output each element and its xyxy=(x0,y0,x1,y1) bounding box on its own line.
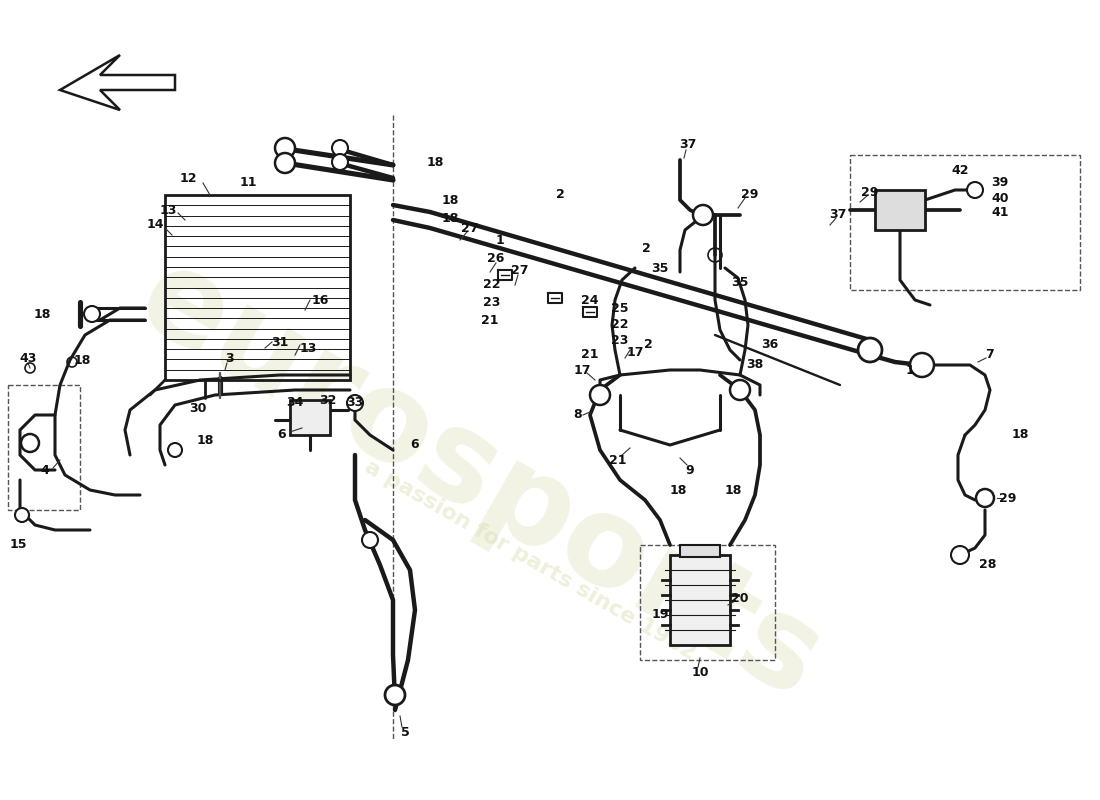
Polygon shape xyxy=(60,55,175,110)
Circle shape xyxy=(332,140,348,156)
Text: 15: 15 xyxy=(9,538,26,551)
Bar xyxy=(290,400,330,435)
Bar xyxy=(680,545,720,557)
Circle shape xyxy=(858,338,882,362)
Circle shape xyxy=(332,154,348,170)
Text: 36: 36 xyxy=(761,338,779,351)
Text: 2: 2 xyxy=(644,338,652,351)
Bar xyxy=(874,190,925,230)
Text: 37: 37 xyxy=(680,138,696,151)
Bar xyxy=(165,195,350,380)
Text: 30: 30 xyxy=(189,402,207,414)
Circle shape xyxy=(275,153,295,173)
Text: 18: 18 xyxy=(441,211,459,225)
Text: 10: 10 xyxy=(691,666,708,678)
Text: 13: 13 xyxy=(299,342,317,354)
Text: 22: 22 xyxy=(612,318,629,331)
Text: 34: 34 xyxy=(286,397,304,410)
Circle shape xyxy=(84,306,100,322)
Circle shape xyxy=(21,434,38,452)
Text: 26: 26 xyxy=(487,251,505,265)
Text: 17: 17 xyxy=(626,346,644,359)
Text: 29: 29 xyxy=(741,189,759,202)
Text: 2: 2 xyxy=(641,242,650,254)
Text: 23: 23 xyxy=(483,295,500,309)
Text: 16: 16 xyxy=(311,294,329,306)
Text: 25: 25 xyxy=(612,302,629,314)
Text: 31: 31 xyxy=(272,335,288,349)
Circle shape xyxy=(976,489,994,507)
Text: 42: 42 xyxy=(952,163,969,177)
Text: 21: 21 xyxy=(482,314,498,326)
Text: 32: 32 xyxy=(319,394,337,406)
Text: 18: 18 xyxy=(669,483,686,497)
Circle shape xyxy=(967,182,983,198)
Text: 5: 5 xyxy=(400,726,409,738)
Text: 6: 6 xyxy=(410,438,419,451)
Text: 18: 18 xyxy=(196,434,213,446)
Text: 8: 8 xyxy=(574,409,582,422)
Bar xyxy=(670,555,730,645)
Text: 17: 17 xyxy=(573,363,591,377)
Text: 18: 18 xyxy=(33,307,51,321)
Text: 35: 35 xyxy=(651,262,669,274)
Text: 29: 29 xyxy=(861,186,879,198)
Text: 9: 9 xyxy=(685,463,694,477)
Text: 35: 35 xyxy=(732,275,749,289)
Text: 6: 6 xyxy=(277,429,286,442)
Text: 18: 18 xyxy=(441,194,459,206)
Text: 11: 11 xyxy=(240,177,256,190)
Circle shape xyxy=(385,685,405,705)
Circle shape xyxy=(275,138,295,158)
Circle shape xyxy=(168,443,182,457)
Text: 29: 29 xyxy=(999,491,1016,505)
Text: 33: 33 xyxy=(346,397,364,410)
Text: 18: 18 xyxy=(74,354,90,366)
Text: 12: 12 xyxy=(179,171,197,185)
Text: 27: 27 xyxy=(461,222,478,234)
Text: 24: 24 xyxy=(581,294,598,306)
Text: 27: 27 xyxy=(512,263,529,277)
Text: 19: 19 xyxy=(651,609,669,622)
Text: 1: 1 xyxy=(905,363,914,377)
Text: a passion for parts since 1982: a passion for parts since 1982 xyxy=(361,457,698,663)
Text: 20: 20 xyxy=(732,591,749,605)
Circle shape xyxy=(910,353,934,377)
Circle shape xyxy=(693,205,713,225)
Text: 37: 37 xyxy=(829,209,847,222)
Bar xyxy=(8,385,80,510)
Bar xyxy=(850,155,1080,290)
Text: 41: 41 xyxy=(991,206,1009,219)
Text: 3: 3 xyxy=(226,351,234,365)
Text: 38: 38 xyxy=(747,358,763,371)
Text: 4: 4 xyxy=(41,463,50,477)
Circle shape xyxy=(590,385,610,405)
Circle shape xyxy=(346,395,363,411)
Circle shape xyxy=(730,380,750,400)
Text: 43: 43 xyxy=(20,351,36,365)
Text: 21: 21 xyxy=(581,349,598,362)
Circle shape xyxy=(362,532,378,548)
Text: 14: 14 xyxy=(146,218,164,231)
Text: 13: 13 xyxy=(160,203,177,217)
Text: 18: 18 xyxy=(724,483,741,497)
Circle shape xyxy=(15,508,29,522)
Text: 18: 18 xyxy=(1011,429,1028,442)
Text: 23: 23 xyxy=(612,334,629,346)
Text: 28: 28 xyxy=(979,558,997,571)
Circle shape xyxy=(952,546,969,564)
Text: 22: 22 xyxy=(483,278,500,291)
Text: 1: 1 xyxy=(496,234,505,246)
Text: eurosports: eurosports xyxy=(118,236,843,724)
Text: 39: 39 xyxy=(991,175,1009,189)
Text: 40: 40 xyxy=(991,191,1009,205)
Text: 7: 7 xyxy=(986,349,994,362)
Text: 2: 2 xyxy=(556,189,564,202)
Text: 21: 21 xyxy=(609,454,627,466)
Bar xyxy=(640,545,776,660)
Text: 18: 18 xyxy=(427,157,443,170)
